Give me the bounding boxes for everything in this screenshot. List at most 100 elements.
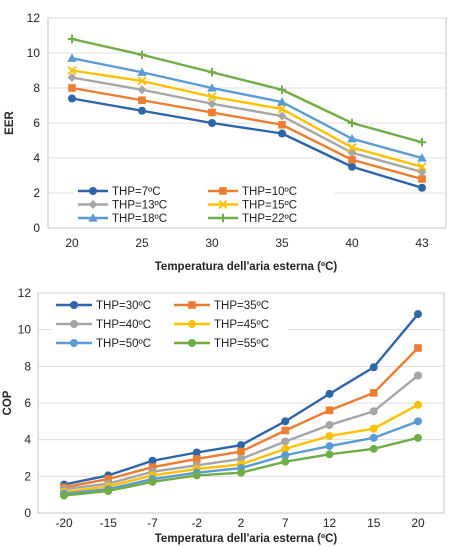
cop-x-tick-label: -15: [100, 516, 118, 530]
eer-data-point: [207, 83, 217, 92]
eer-data-point: [207, 68, 217, 77]
eer-data-point: [137, 50, 147, 59]
eer-data-point: [67, 73, 77, 82]
eer-data-point: [137, 85, 147, 95]
eer-data-point: [277, 111, 287, 121]
eer-legend-item: THP=10ºC: [208, 186, 297, 198]
eer-data-point: [417, 138, 427, 147]
eer-data-point: [277, 97, 287, 106]
cop-data-point: [414, 433, 422, 442]
cop-x-tick-label: 2: [238, 516, 245, 530]
cop-series: [60, 310, 422, 500]
cop-data-point: [369, 444, 378, 453]
cop-legend-item: THP=50ºC: [56, 338, 151, 350]
eer-series-thp-18c: [67, 53, 427, 162]
cop-legend: THP=30ºC THP=35ºC THP=40ºC THP=45ºC THP=50ºC…: [52, 297, 288, 357]
cop-data-point: [60, 491, 68, 500]
eer-y-tick-label: 2: [33, 186, 40, 200]
eer-y-tick-label: 4: [33, 151, 40, 165]
cop-data-point: [414, 400, 422, 409]
eer-legend-item: THP=7ºC: [78, 186, 161, 198]
eer-y-tick-label: 0: [33, 221, 40, 235]
eer-legend-item: THP=18ºC: [78, 213, 167, 225]
eer-legend-label: THP=7ºC: [112, 186, 161, 198]
eer-data-point: [417, 153, 427, 162]
eer-x-tick-label: 35: [275, 236, 289, 250]
eer-data-point: [348, 155, 356, 164]
cop-data-point: [281, 451, 290, 460]
cop-x-tick-label: -7: [147, 516, 158, 530]
eer-x-tick-label: 25: [135, 236, 149, 250]
cop-series-thp-55c: [60, 433, 422, 500]
eer-legend-marker: [219, 187, 227, 195]
cop-series-thp-40c: [60, 371, 422, 494]
eer-legend-label: THP=18ºC: [112, 213, 167, 225]
eer-series-line: [71, 37, 423, 144]
eer-data-point: [347, 133, 357, 143]
cop-data-point: [104, 487, 113, 495]
cop-legend-marker: [70, 339, 78, 347]
cop-data-point: [325, 450, 334, 459]
cop-data-point: [237, 454, 245, 463]
cop-data-point: [325, 442, 334, 451]
cop-data-point: [414, 310, 422, 319]
eer-data-point: [277, 104, 287, 114]
eer-data-point: [418, 183, 426, 192]
eer-data-point: [418, 175, 426, 183]
eer-data-point: [67, 65, 77, 76]
cop-data-point: [237, 468, 245, 477]
eer-data-point: [207, 92, 217, 102]
cop-x-tick-label: 12: [323, 516, 337, 530]
eer-y-tick-label: 12: [27, 11, 41, 25]
cop-legend-item: THP=40ºC: [56, 319, 151, 331]
eer-legend-label: THP=13ºC: [112, 200, 167, 212]
cop-data-point: [237, 447, 245, 456]
cop-data-point: [192, 448, 201, 457]
eer-series-thp-22c: [67, 34, 427, 147]
cop-x-axis-title: Temperatura dell'aria esterna (ºC): [155, 533, 338, 545]
eer-legend-label: THP=15ºC: [242, 200, 297, 212]
eer-data-point: [68, 94, 76, 103]
cop-legend-marker: [188, 320, 196, 328]
cop-y-tick-label: 4: [24, 433, 31, 447]
cop-legend-label: THP=55ºC: [214, 338, 269, 350]
eer-data-point: [277, 85, 287, 94]
cop-y-tick-label: 8: [24, 359, 31, 373]
eer-series-line: [71, 97, 423, 189]
eer-y-tick-label: 6: [33, 116, 40, 130]
cop-data-point: [192, 455, 201, 463]
cop-data-point: [369, 433, 378, 442]
cop-x-tick-label: -2: [191, 516, 202, 530]
cop-data-point: [369, 363, 378, 372]
cop-data-point: [369, 389, 378, 397]
eer-legend-marker: [218, 199, 228, 210]
cop-y-axis-title: COP: [2, 390, 14, 415]
eer-series: [67, 34, 427, 192]
cop-data-point: [281, 417, 290, 426]
eer-data-point: [208, 108, 216, 117]
eer-legend-box: [74, 183, 334, 225]
cop-data-point: [369, 424, 378, 433]
eer-y-tick-label: 10: [27, 46, 41, 60]
eer-series-line: [71, 76, 423, 174]
eer-data-point: [137, 76, 147, 86]
eer-data-point: [67, 53, 77, 62]
cop-data-point: [325, 421, 334, 429]
cop-y-tick-label: 0: [24, 506, 31, 520]
cop-data-point: [281, 437, 290, 446]
eer-data-point: [138, 106, 146, 115]
eer-data-point: [417, 162, 427, 172]
eer-data-point: [347, 118, 357, 128]
cop-legend-marker: [70, 320, 78, 328]
eer-data-point: [348, 162, 356, 171]
eer-y-axis-title: EER: [4, 110, 16, 134]
cop-data-point: [148, 463, 157, 471]
cop-data-point: [237, 441, 245, 450]
eer-legend-marker: [88, 200, 98, 209]
eer-legend: THP=7ºC THP=10ºC THP=13ºC THP=15ºC THP=18ºC T…: [74, 183, 334, 225]
cop-legend-item: THP=35ºC: [174, 300, 269, 312]
eer-x-tick-label: 20: [65, 236, 79, 250]
cop-y-tick-labels: 0 2 4 6 8 10 12: [18, 286, 32, 520]
